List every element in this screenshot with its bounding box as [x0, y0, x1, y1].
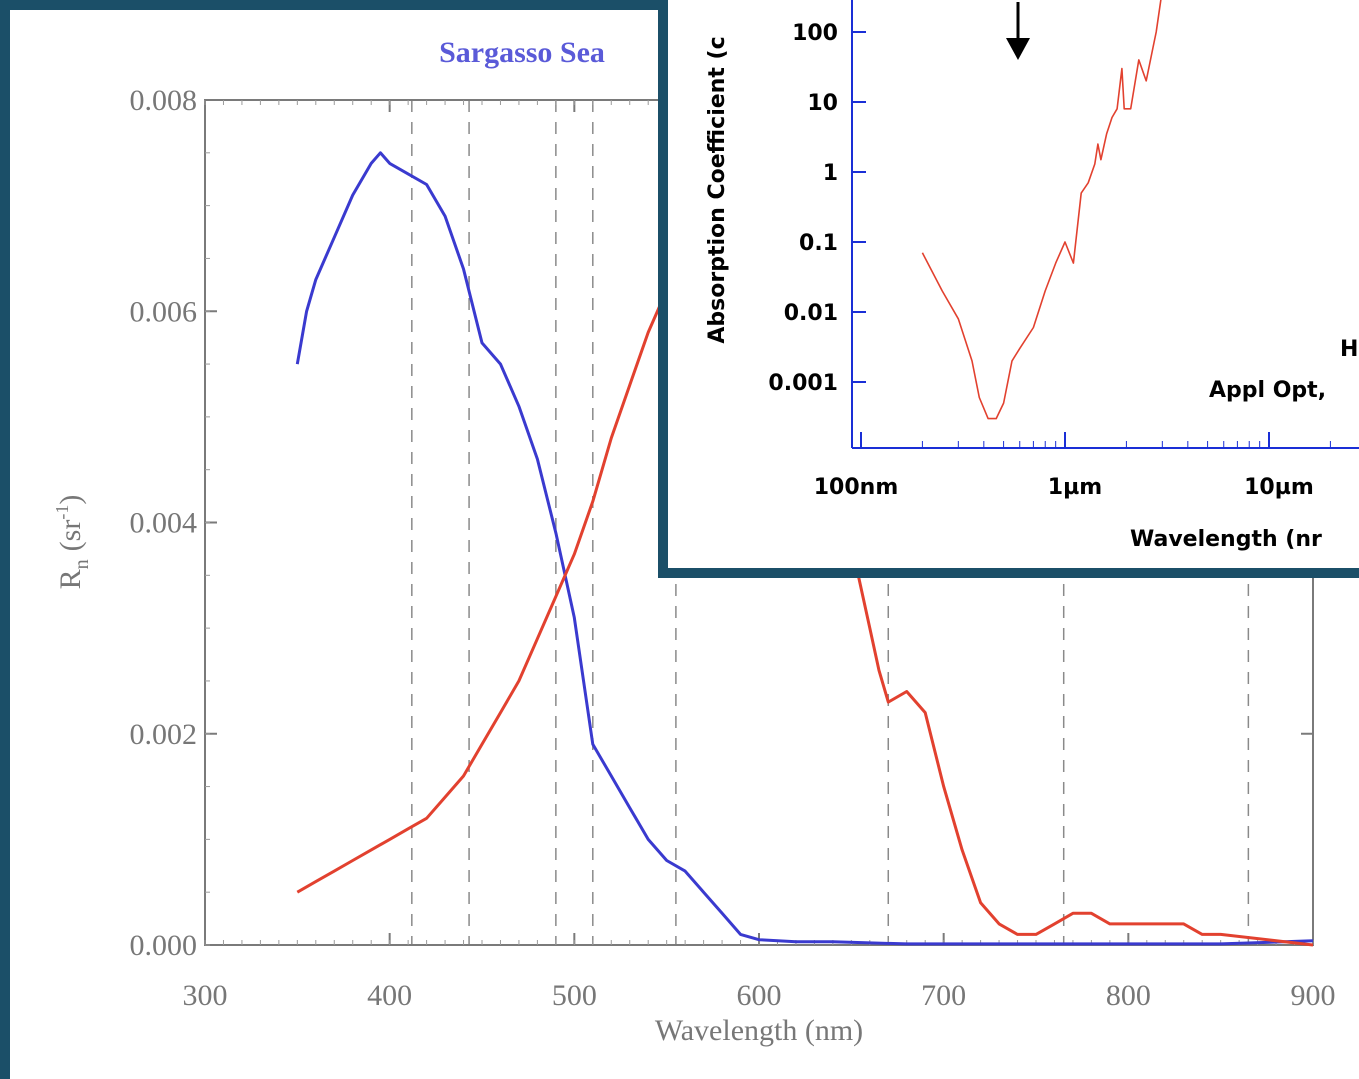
x-tick-label: 500 — [552, 979, 597, 1012]
y-tick-label: 0.004 — [130, 507, 198, 540]
inset-y-tick-label: 0.1 — [799, 231, 838, 256]
inset-x-tick-label: 1µm — [1048, 475, 1102, 500]
absorption-chart: 100 10 1 0.1 0.01 0.001 100nm 1µm 10µm Absorption… — [705, 0, 1359, 552]
inset-series-line-0 — [921, 0, 1162, 420]
inset-annotation-appl-opt: Appl Opt, — [1209, 378, 1326, 403]
x-tick-label: 800 — [1106, 979, 1151, 1012]
down-arrow-head-icon — [1006, 38, 1030, 60]
x-tick-label: 900 — [1291, 979, 1336, 1012]
y-label-unit: (sr — [54, 520, 87, 552]
y-label-close: ) — [54, 495, 87, 505]
inset-x-axis-label: Wavelength (nr — [1130, 527, 1322, 552]
inset-x-tick-label: 100nm — [814, 475, 899, 500]
y-tick-label: 0.002 — [130, 718, 198, 751]
inset-y-tick-label: 10 — [807, 91, 838, 116]
y-axis-label: Rn (sr-1) — [52, 495, 93, 590]
series-line-0 — [295, 151, 1314, 946]
inset-y-tick-label: 0.01 — [784, 301, 838, 326]
x-tick-label: 600 — [737, 979, 782, 1012]
y-tick-label: 0.000 — [130, 929, 198, 962]
inset-y-axis-label: Absorption Coefficient (c — [705, 36, 730, 343]
inset-y-tick-label: 100 — [792, 21, 838, 46]
y-label-main: R — [54, 569, 87, 589]
absorption-chart-panel: 100 10 1 0.1 0.01 0.001 100nm 1µm 10µm Absorption… — [668, 0, 1359, 568]
inset-x-tick-label: 10µm — [1244, 475, 1314, 500]
inset-annotation-h: H — [1340, 337, 1358, 362]
chart-title: Sargasso Sea — [439, 36, 605, 69]
x-tick-label: 400 — [367, 979, 412, 1012]
x-axis-label: Wavelength (nm) — [655, 1014, 863, 1047]
y-tick-label: 0.006 — [130, 295, 198, 328]
y-tick-label: 0.008 — [130, 84, 198, 117]
x-tick-label: 700 — [921, 979, 966, 1012]
y-label-sub: n — [71, 559, 93, 569]
y-label-sup: -1 — [52, 505, 72, 520]
inset-y-tick-label: 0.001 — [768, 371, 838, 396]
x-tick-label: 300 — [183, 979, 228, 1012]
reflectance-chart: 300 400 500 600 700 800 900 0.000 0.002 0.004 0.00… — [52, 36, 1336, 1047]
inset-frame: 100 10 1 0.1 0.01 0.001 100nm 1µm 10µm Absorption… — [658, 0, 1359, 578]
inset-y-tick-label: 1 — [823, 161, 838, 186]
